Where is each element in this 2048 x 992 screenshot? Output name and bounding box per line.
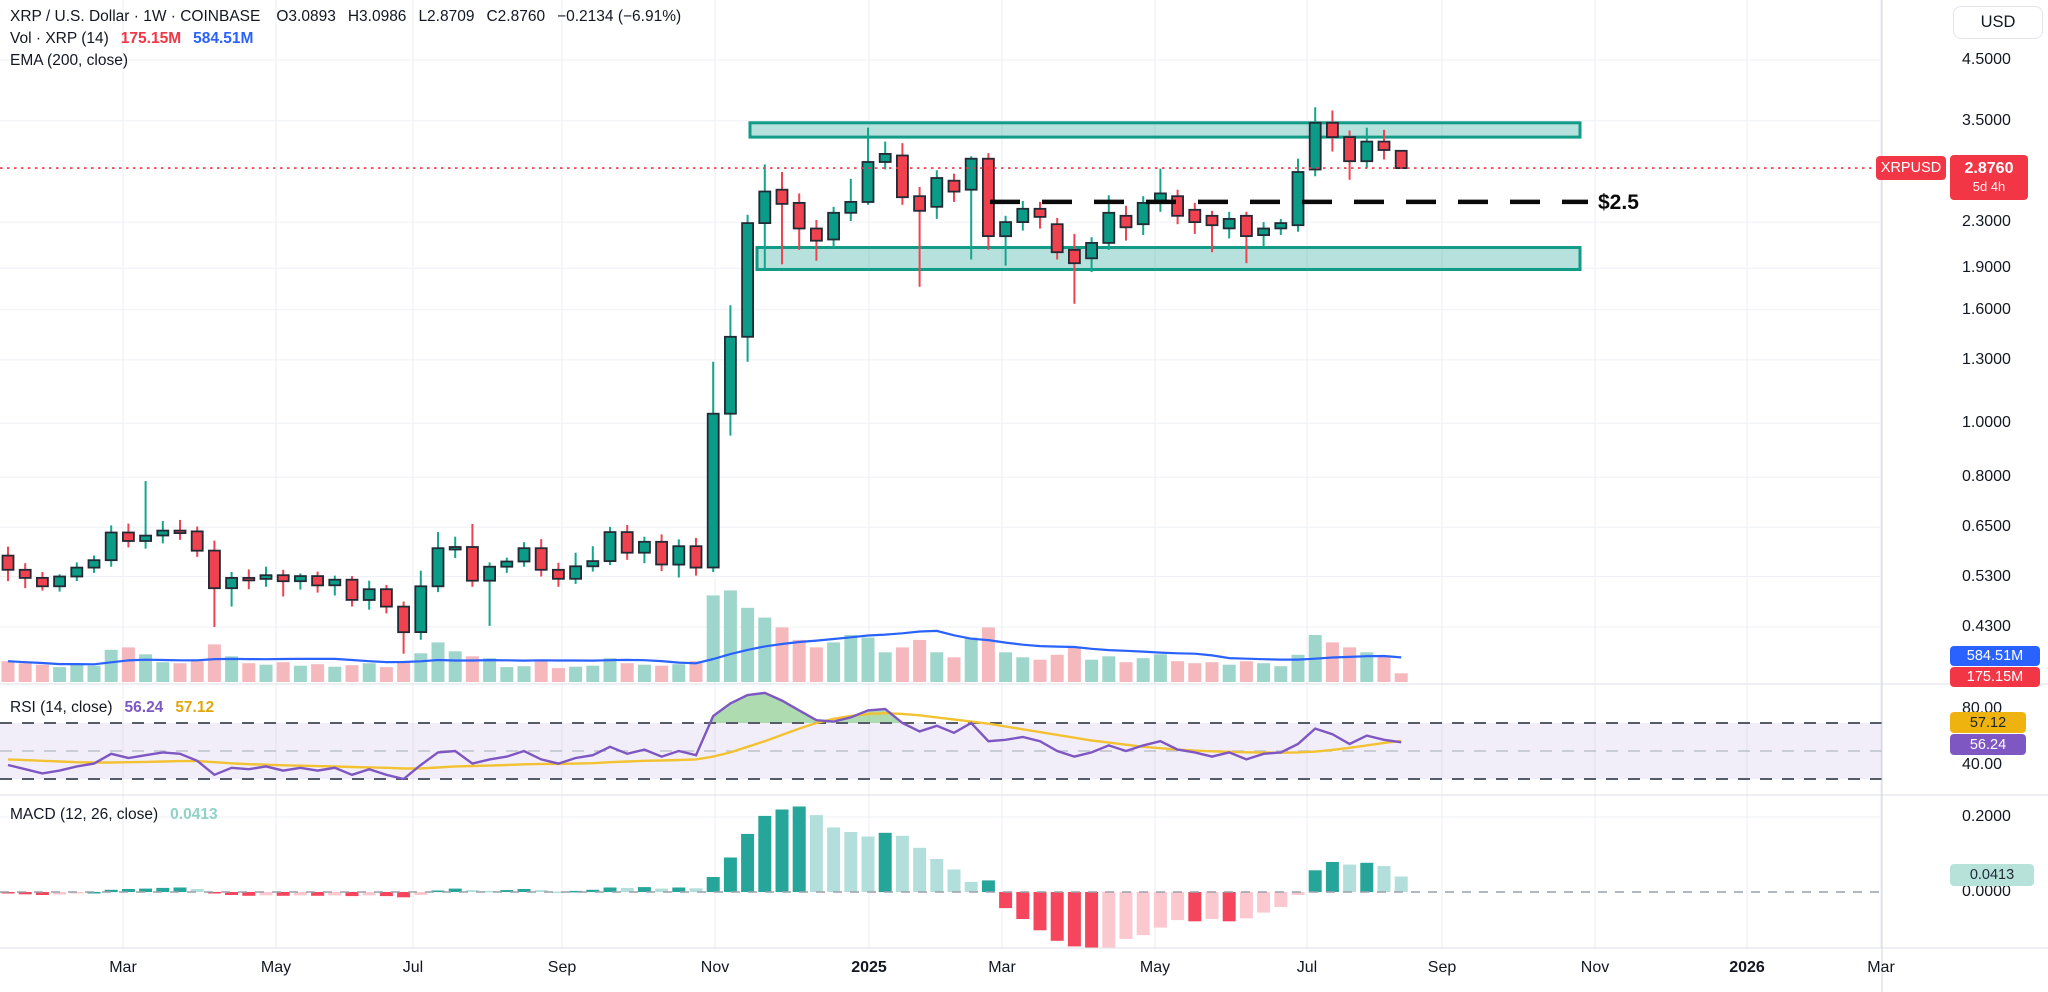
rsi-label[interactable]: RSI (14, close) — [10, 699, 113, 716]
time-axis-label: Mar — [1867, 959, 1895, 976]
rsi-tick-label: 40.00 — [1962, 756, 2003, 773]
time-axis-label: Jul — [1296, 959, 1318, 976]
time-axis-label: Mar — [109, 959, 137, 976]
price-tick-label: 0.6500 — [1962, 518, 2011, 535]
rsi-line — [7, 691, 1402, 781]
rsi-badge: 56.24 — [1950, 734, 2026, 755]
macd-tick-label: 0.2000 — [1962, 808, 2011, 825]
time-axis-label: Mar — [988, 959, 1016, 976]
price-tick-label: 1.0000 — [1962, 414, 2011, 431]
macd-tick-label: 0.0000 — [1962, 883, 2011, 900]
volume-ma-value: 584.51M — [193, 30, 254, 47]
volume-ma-badge: 584.51M — [1950, 646, 2040, 666]
time-axis-label: May — [1139, 959, 1171, 976]
volume-indicator-label[interactable]: Vol · XRP (14) — [10, 30, 109, 47]
rsi-header[interactable]: RSI (14, close) 56.24 57.12 — [10, 697, 214, 719]
rsi-ma-line — [7, 711, 1402, 770]
last-price-value: 2.8760 — [1964, 160, 2014, 178]
time-axis-label: Sep — [1427, 959, 1457, 976]
ema-indicator-row[interactable]: EMA (200, close) — [10, 50, 681, 72]
symbol-row[interactable]: XRP / U.S. Dollar · 1W · COINBASE O3.089… — [10, 6, 681, 28]
currency-button[interactable]: USD — [1953, 6, 2043, 39]
rsi-ma-value: 57.12 — [175, 699, 215, 716]
demand-zone — [755, 246, 1582, 271]
rsi-value: 56.24 — [124, 699, 164, 716]
macd-header[interactable]: MACD (12, 26, close) 0.0413 — [10, 804, 218, 826]
target-price-label: $2.5 — [1598, 191, 1639, 214]
volume-ma-line — [7, 629, 1402, 666]
time-axis-label: 2025 — [851, 959, 887, 976]
ohlc-change: −0.2134 (−6.91%) — [557, 8, 682, 25]
volume-bars — [1, 590, 1408, 683]
price-tick-label: 1.6000 — [1962, 301, 2011, 318]
price-tick-label: 1.9000 — [1962, 259, 2011, 276]
supply-zone — [748, 121, 1582, 139]
ohlc-low: L2.8709 — [418, 8, 475, 25]
ohlc-close: C2.8760 — [486, 8, 546, 25]
macd-histogram — [1, 806, 1408, 949]
time-axis-label: Nov — [700, 959, 730, 976]
time-axis-label: Nov — [1580, 959, 1610, 976]
volume-indicator-row[interactable]: Vol · XRP (14) 175.15M 584.51M — [10, 28, 681, 50]
price-tick-label: 0.8000 — [1962, 468, 2011, 485]
macd-badge: 0.0413 — [1950, 864, 2034, 886]
price-tick-label: 3.5000 — [1962, 112, 2011, 129]
last-price-badge: 2.8760 5d 4h — [1950, 155, 2028, 200]
price-tick-label: 4.5000 — [1962, 51, 2011, 68]
bar-countdown: 5d 4h — [1972, 179, 2006, 195]
macd-label[interactable]: MACD (12, 26, close) — [10, 806, 159, 823]
legend: XRP / U.S. Dollar · 1W · COINBASE O3.089… — [10, 6, 681, 72]
ema-indicator-label[interactable]: EMA (200, close) — [10, 52, 129, 69]
macd-value: 0.0413 — [170, 806, 218, 823]
time-axis-label: 2026 — [1729, 959, 1765, 976]
candles — [1, 107, 1408, 654]
time-axis-label: May — [260, 959, 292, 976]
price-tick-label: 2.3000 — [1962, 213, 2011, 230]
ohlc-high: H3.0986 — [347, 8, 407, 25]
price-tick-label: 1.3000 — [1962, 351, 2011, 368]
time-axis-label: Jul — [402, 959, 424, 976]
volume-current-badge: 175.15M — [1950, 667, 2040, 687]
time-axis-label: Sep — [547, 959, 577, 976]
symbol-tag-badge: XRPUSD — [1876, 156, 1946, 180]
price-tick-label: 0.5300 — [1962, 568, 2011, 585]
price-tick-label: 0.4300 — [1962, 618, 2011, 635]
ohlc-open: O3.0893 — [276, 8, 336, 25]
symbol-title[interactable]: XRP / U.S. Dollar · 1W · COINBASE — [10, 8, 261, 25]
rsi-ma-badge: 57.12 — [1950, 712, 2026, 733]
volume-current-value: 175.15M — [120, 30, 182, 47]
